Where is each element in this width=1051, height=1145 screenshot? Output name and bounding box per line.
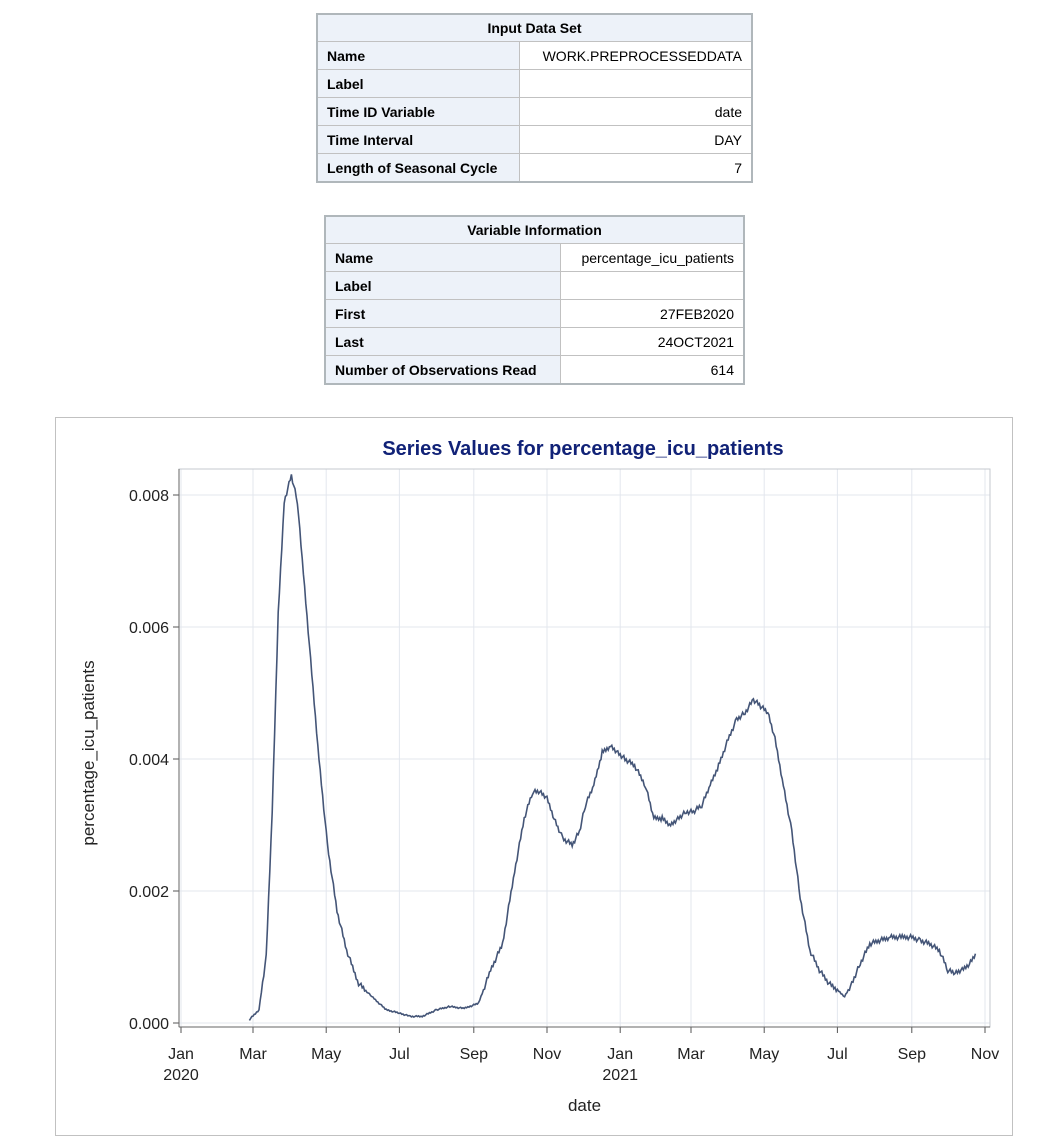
y-tick-label: 0.000 bbox=[129, 1016, 169, 1033]
table-row: Label bbox=[324, 271, 744, 300]
x-tick-label: Nov bbox=[533, 1046, 561, 1063]
table-row: Length of Seasonal Cycle 7 bbox=[317, 153, 753, 182]
row-header: Last bbox=[324, 327, 562, 356]
x-tick-label: Sep bbox=[460, 1046, 489, 1063]
x-tick-label: Mar bbox=[677, 1046, 705, 1063]
row-value bbox=[518, 69, 753, 98]
row-value: 27FEB2020 bbox=[560, 299, 744, 328]
x-tick-label: Jul bbox=[827, 1046, 847, 1063]
table-row: Label bbox=[317, 69, 753, 98]
y-tick-label: 0.006 bbox=[129, 620, 169, 637]
table-row: Name WORK.PREPROCESSEDDATA bbox=[317, 41, 753, 70]
input-data-set-table: Input Data Set Name WORK.PREPROCESSEDDATA… bbox=[316, 13, 753, 183]
row-value: date bbox=[518, 97, 753, 126]
row-header: Label bbox=[317, 69, 520, 98]
series-plot: Series Values for percentage_icu_patient… bbox=[79, 438, 999, 1115]
row-value bbox=[560, 271, 744, 300]
y-axis-label: percentage_icu_patients bbox=[79, 660, 98, 845]
table-row: Name percentage_icu_patients bbox=[324, 243, 744, 272]
x-tick-year-label: 2021 bbox=[602, 1067, 638, 1084]
x-tick-label: Jul bbox=[389, 1046, 409, 1063]
y-tick-label: 0.002 bbox=[129, 884, 169, 901]
row-header: First bbox=[324, 299, 562, 328]
row-value: 614 bbox=[560, 355, 744, 384]
table-row: Time Interval DAY bbox=[317, 125, 753, 154]
row-header: Number of Observations Read bbox=[324, 355, 562, 384]
y-tick-label: 0.004 bbox=[129, 752, 169, 769]
row-header: Length of Seasonal Cycle bbox=[317, 153, 520, 182]
x-tick-label: Jan bbox=[607, 1046, 633, 1063]
row-value: WORK.PREPROCESSEDDATA bbox=[518, 41, 753, 70]
table-caption: Variable Information bbox=[325, 216, 744, 244]
table-row: First 27FEB2020 bbox=[324, 299, 744, 328]
series-line bbox=[248, 474, 977, 1021]
row-header: Name bbox=[324, 243, 562, 272]
row-header: Time ID Variable bbox=[317, 97, 520, 126]
x-tick-label: May bbox=[311, 1046, 341, 1063]
row-value: 7 bbox=[518, 153, 753, 182]
table-row: Time ID Variable date bbox=[317, 97, 753, 126]
row-value: percentage_icu_patients bbox=[560, 243, 744, 272]
row-header: Time Interval bbox=[317, 125, 520, 154]
chart-title: Series Values for percentage_icu_patient… bbox=[382, 438, 783, 460]
x-tick-label: Nov bbox=[971, 1046, 999, 1063]
row-value: 24OCT2021 bbox=[560, 327, 744, 356]
x-tick-label: Jan bbox=[168, 1046, 194, 1063]
row-value: DAY bbox=[518, 125, 753, 154]
grid bbox=[179, 469, 990, 1027]
x-tick-label: Sep bbox=[898, 1046, 927, 1063]
x-tick-label: May bbox=[749, 1046, 779, 1063]
table-row: Last 24OCT2021 bbox=[324, 327, 744, 356]
x-tick-year-label: 2020 bbox=[163, 1067, 199, 1084]
x-axis-label: date bbox=[568, 1096, 601, 1115]
row-header: Name bbox=[317, 41, 520, 70]
y-tick-label: 0.008 bbox=[129, 488, 169, 505]
row-header: Label bbox=[324, 271, 562, 300]
axes: 0.000 0.002 0.004 0.006 0.008 Jan 2020 Mar May Ju… bbox=[129, 469, 999, 1084]
x-tick-label: Mar bbox=[239, 1046, 267, 1063]
table-row: Number of Observations Read 614 bbox=[324, 355, 744, 384]
plot-area bbox=[178, 468, 991, 1028]
variable-information-table: Variable Information Name percentage_icu_… bbox=[324, 215, 745, 385]
table-caption: Input Data Set bbox=[317, 14, 752, 42]
chart-panel: Series Values for percentage_icu_patient… bbox=[55, 417, 1013, 1136]
